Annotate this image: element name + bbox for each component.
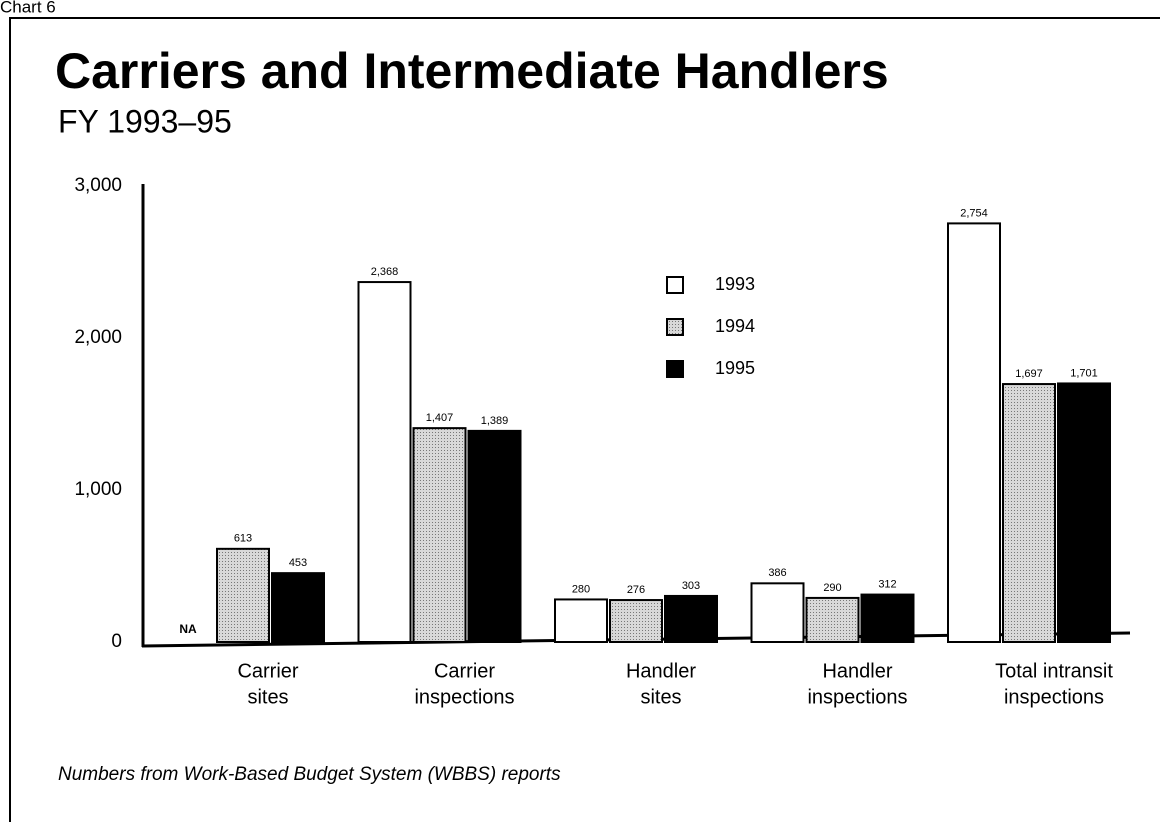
bar: [216, 547, 270, 643]
legend-swatch: [666, 360, 684, 378]
y-tick-label: 3,000: [74, 175, 122, 196]
bar: [1002, 383, 1056, 643]
bar: [467, 429, 522, 644]
bar: [947, 222, 1001, 643]
bar: [271, 572, 325, 643]
bar: [1057, 382, 1111, 643]
value-label: 290: [823, 582, 841, 594]
x-tick-label: Carrier: [237, 660, 298, 682]
value-label: 386: [768, 567, 786, 579]
chart-subtitle: FY 1993–95: [58, 103, 232, 139]
value-label: 1,701: [1070, 367, 1098, 379]
value-label: 2,754: [960, 207, 988, 219]
value-label: 276: [627, 584, 645, 596]
x-tick-label: inspections: [414, 686, 514, 708]
legend-swatch: [666, 318, 684, 336]
frame: [9, 17, 1160, 822]
bar: [860, 593, 915, 643]
chart-label: Chart 6: [0, 0, 56, 16]
x-tick-label: Total intransit: [995, 660, 1113, 682]
x-tick-label: Carrier: [434, 660, 495, 682]
bar: [805, 596, 860, 643]
legend-label: 1994: [715, 316, 755, 336]
value-label: NA: [179, 622, 197, 636]
bar: [750, 582, 805, 644]
y-tick-label: 0: [111, 631, 122, 652]
bar: [664, 594, 718, 643]
value-label: 1,697: [1015, 368, 1043, 380]
x-tick-label: sites: [640, 686, 681, 708]
y-tick-label: 2,000: [74, 327, 122, 348]
x-tick-label: Handler: [626, 660, 696, 682]
x-tick-label: Handler: [822, 660, 892, 682]
value-label: 303: [682, 580, 700, 592]
value-label: 1,389: [481, 415, 509, 427]
bar: [357, 281, 412, 643]
chart-title: Carriers and Intermediate Handlers: [55, 43, 889, 99]
value-label: 1,407: [426, 412, 454, 424]
footnote: Numbers from Work-Based Budget System (W…: [58, 764, 561, 785]
value-label: 280: [572, 583, 590, 595]
legend-swatch: [666, 276, 684, 294]
value-label: 453: [289, 557, 307, 569]
bar: [609, 599, 663, 643]
legend-label: 1995: [715, 358, 755, 378]
y-tick-label: 1,000: [74, 479, 122, 500]
value-label: 312: [878, 578, 896, 590]
bar: [554, 598, 608, 644]
value-label: 613: [234, 533, 252, 545]
x-tick-label: sites: [247, 686, 288, 708]
legend-label: 1993: [715, 274, 755, 294]
bar: [412, 427, 467, 643]
x-tick-label: inspections: [1004, 686, 1104, 708]
value-label: 2,368: [371, 266, 399, 278]
x-tick-label: inspections: [807, 686, 907, 708]
